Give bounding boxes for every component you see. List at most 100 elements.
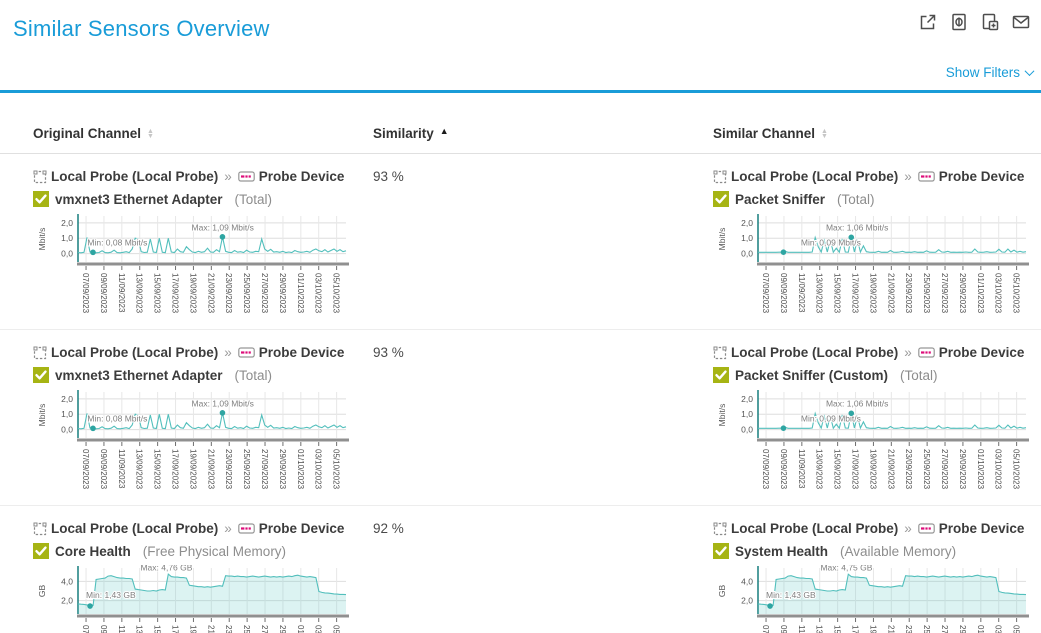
svg-text:21/09/2023: 21/09/2023 — [206, 625, 215, 633]
probe-link[interactable]: Local Probe (Local Probe) — [51, 521, 219, 536]
svg-text:27/09/2023: 27/09/2023 — [940, 625, 949, 633]
probe-link[interactable]: Local Probe (Local Probe) — [51, 169, 219, 184]
breadcrumb: Local Probe (Local Probe) » Probe Device — [713, 343, 1041, 362]
probe-link[interactable]: Local Probe (Local Probe) — [731, 521, 899, 536]
svg-text:17/09/2023: 17/09/2023 — [851, 449, 860, 490]
svg-text:17/09/2023: 17/09/2023 — [851, 625, 860, 633]
sensor-line: Packet Sniffer (Total) — [713, 188, 1041, 210]
svg-text:01/10/2023: 01/10/2023 — [976, 625, 985, 633]
column-header-similarity[interactable]: Similarity — [373, 126, 713, 141]
probe-link[interactable]: Local Probe (Local Probe) — [731, 169, 899, 184]
svg-text:2,0: 2,0 — [741, 596, 753, 606]
device-link[interactable]: Probe Device — [938, 169, 1025, 184]
svg-text:15/09/2023: 15/09/2023 — [153, 449, 162, 490]
column-header-similar-channel[interactable]: Similar Channel — [713, 126, 1041, 141]
svg-text:07/09/2023: 07/09/2023 — [761, 449, 770, 490]
svg-text:27/09/2023: 27/09/2023 — [260, 625, 269, 633]
channel-name: (Total) — [900, 367, 938, 383]
svg-text:2,0: 2,0 — [61, 218, 73, 228]
device-link[interactable]: Probe Device — [938, 345, 1025, 360]
device-link[interactable]: Probe Device — [258, 345, 345, 360]
svg-text:25/09/2023: 25/09/2023 — [242, 625, 251, 633]
sensor-status-ok-icon — [713, 367, 729, 383]
email-icon[interactable] — [1011, 12, 1031, 32]
sensor-status-ok-icon — [33, 367, 49, 383]
svg-text:Min: 0,08 Mbit/s: Min: 0,08 Mbit/s — [87, 238, 147, 248]
channel-name: (Total) — [234, 191, 273, 207]
sort-unsorted-icon[interactable] — [147, 129, 154, 139]
breadcrumb-separator: » — [904, 169, 912, 184]
sensor-link[interactable]: System Health — [735, 543, 829, 559]
sensor-status-ok-icon — [713, 191, 729, 207]
probe-link[interactable]: Local Probe (Local Probe) — [51, 345, 219, 360]
device-link[interactable]: Probe Device — [258, 169, 345, 184]
channel-name: (Total) — [234, 367, 273, 383]
svg-text:15/09/2023: 15/09/2023 — [833, 449, 842, 490]
svg-text:07/09/2023: 07/09/2023 — [761, 273, 770, 314]
svg-text:29/09/2023: 29/09/2023 — [278, 625, 287, 633]
mini-graph: 2,0 4,0 07/09/2023 09/09/2023 11/09/2023 13/0… — [717, 565, 1029, 633]
page-header: Similar Sensors Overview — [0, 0, 1041, 50]
sensor-line: Packet Sniffer (Custom) (Total) — [713, 364, 1041, 386]
column-header-original-channel[interactable]: Original Channel — [33, 126, 373, 141]
svg-text:Min: 0,08 Mbit/s: Min: 0,08 Mbit/s — [87, 414, 147, 424]
show-filters-link[interactable]: Show Filters — [946, 65, 1035, 80]
device-icon — [237, 171, 255, 182]
svg-text:17/09/2023: 17/09/2023 — [171, 625, 180, 633]
sensor-link[interactable]: Packet Sniffer — [735, 191, 826, 207]
svg-text:07/09/2023: 07/09/2023 — [81, 273, 90, 314]
breadcrumb-separator: » — [904, 345, 912, 360]
svg-text:05/10/2023: 05/10/2023 — [1012, 449, 1021, 490]
svg-text:21/09/2023: 21/09/2023 — [886, 273, 895, 314]
sensor-status-ok-icon — [713, 543, 729, 559]
svg-text:27/09/2023: 27/09/2023 — [260, 449, 269, 490]
svg-text:2,0: 2,0 — [741, 218, 753, 228]
svg-text:Mbit/s: Mbit/s — [37, 228, 47, 251]
breadcrumb: Local Probe (Local Probe) » Probe Device — [713, 167, 1041, 186]
sensor-status-ok-icon — [33, 543, 49, 559]
svg-text:27/09/2023: 27/09/2023 — [940, 273, 949, 314]
svg-text:01/10/2023: 01/10/2023 — [296, 449, 305, 490]
channel-name: (Free Physical Memory) — [142, 543, 287, 559]
svg-text:Min: 1,43 GB: Min: 1,43 GB — [86, 590, 136, 600]
svg-text:25/09/2023: 25/09/2023 — [242, 273, 251, 314]
svg-text:21/09/2023: 21/09/2023 — [206, 273, 215, 314]
svg-text:23/09/2023: 23/09/2023 — [904, 625, 913, 633]
sensor-line: System Health (Available Memory) — [713, 540, 1041, 562]
svg-text:23/09/2023: 23/09/2023 — [904, 449, 913, 490]
sort-ascending-icon[interactable] — [440, 126, 449, 136]
sensor-link[interactable]: Packet Sniffer (Custom) — [735, 367, 889, 383]
svg-text:11/09/2023: 11/09/2023 — [797, 449, 806, 489]
show-xml-icon[interactable] — [949, 12, 969, 32]
sensor-link[interactable]: Core Health — [55, 543, 131, 559]
svg-text:03/10/2023: 03/10/2023 — [314, 625, 323, 633]
breadcrumb: Local Probe (Local Probe) » Probe Device — [33, 167, 373, 186]
svg-text:17/09/2023: 17/09/2023 — [851, 273, 860, 314]
device-link[interactable]: Probe Device — [258, 521, 345, 536]
svg-text:17/09/2023: 17/09/2023 — [171, 273, 180, 314]
svg-text:19/09/2023: 19/09/2023 — [868, 449, 877, 490]
sensor-link[interactable]: vmxnet3 Ethernet Adapter — [55, 367, 223, 383]
svg-text:23/09/2023: 23/09/2023 — [224, 449, 233, 490]
probe-link[interactable]: Local Probe (Local Probe) — [731, 345, 899, 360]
svg-text:2,0: 2,0 — [741, 394, 753, 404]
svg-text:Max: 4,75 GB: Max: 4,75 GB — [820, 565, 872, 573]
svg-text:11/09/2023: 11/09/2023 — [117, 625, 126, 633]
svg-text:21/09/2023: 21/09/2023 — [206, 449, 215, 490]
sort-unsorted-icon[interactable] — [821, 129, 828, 139]
toolbar — [918, 12, 1031, 32]
open-in-new-window-icon[interactable] — [918, 12, 938, 32]
device-link[interactable]: Probe Device — [938, 521, 1025, 536]
breadcrumb: Local Probe (Local Probe) » Probe Device — [33, 343, 373, 362]
svg-text:13/09/2023: 13/09/2023 — [135, 625, 144, 633]
similarity-cell: 93 % — [373, 343, 713, 503]
breadcrumb-separator: » — [224, 169, 232, 184]
sensor-line: vmxnet3 Ethernet Adapter (Total) — [33, 364, 373, 386]
sensor-link[interactable]: vmxnet3 Ethernet Adapter — [55, 191, 223, 207]
svg-text:1,0: 1,0 — [61, 409, 73, 419]
svg-text:09/09/2023: 09/09/2023 — [779, 449, 788, 490]
probe-icon — [713, 346, 727, 360]
svg-text:Min: 0,09 Mbit/s: Min: 0,09 Mbit/s — [801, 238, 861, 248]
svg-text:09/09/2023: 09/09/2023 — [779, 273, 788, 314]
add-report-icon[interactable] — [980, 12, 1000, 32]
